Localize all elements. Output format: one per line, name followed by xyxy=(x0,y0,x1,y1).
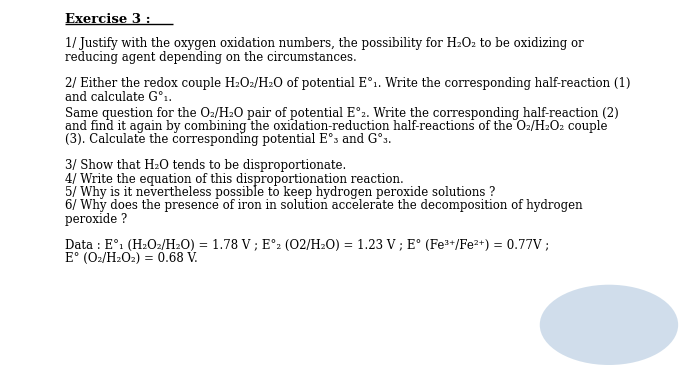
Text: Exercise 3 :: Exercise 3 : xyxy=(65,13,151,26)
Ellipse shape xyxy=(540,285,678,365)
Text: peroxide ?: peroxide ? xyxy=(65,213,127,226)
Text: 4/ Write the equation of this disproportionation reaction.: 4/ Write the equation of this disproport… xyxy=(65,173,403,185)
Text: 3/ Show that H₂O tends to be disproportionate.: 3/ Show that H₂O tends to be disproporti… xyxy=(65,159,346,172)
Text: 6/ Why does the presence of iron in solution accelerate the decomposition of hyd: 6/ Why does the presence of iron in solu… xyxy=(65,200,583,212)
Text: (3). Calculate the corresponding potential E°₃ and G°₃.: (3). Calculate the corresponding potenti… xyxy=(65,134,392,146)
Text: Same question for the O₂/H₂O pair of potential E°₂. Write the corresponding half: Same question for the O₂/H₂O pair of pot… xyxy=(65,107,619,119)
Text: and calculate G°₁.: and calculate G°₁. xyxy=(65,91,172,104)
Text: Data : E°₁ (H₂O₂/H₂O) = 1.78 V ; E°₂ (O2/H₂O) = 1.23 V ; E° (Fe³⁺/Fe²⁺) = 0.77V : Data : E°₁ (H₂O₂/H₂O) = 1.78 V ; E°₂ (O2… xyxy=(65,238,549,251)
Text: reducing agent depending on the circumstances.: reducing agent depending on the circumst… xyxy=(65,51,357,64)
Text: 2/ Either the redox couple H₂O₂/H₂O of potential E°₁. Write the corresponding ha: 2/ Either the redox couple H₂O₂/H₂O of p… xyxy=(65,77,630,91)
Text: 1/ Justify with the oxygen oxidation numbers, the possibility for H₂O₂ to be oxi: 1/ Justify with the oxygen oxidation num… xyxy=(65,38,584,50)
Text: and find it again by combining the oxidation-reduction half-reactions of the O₂/: and find it again by combining the oxida… xyxy=(65,120,608,133)
Text: E° (O₂/H₂O₂) = 0.68 V.: E° (O₂/H₂O₂) = 0.68 V. xyxy=(65,252,198,265)
Text: 5/ Why is it nevertheless possible to keep hydrogen peroxide solutions ?: 5/ Why is it nevertheless possible to ke… xyxy=(65,186,495,199)
